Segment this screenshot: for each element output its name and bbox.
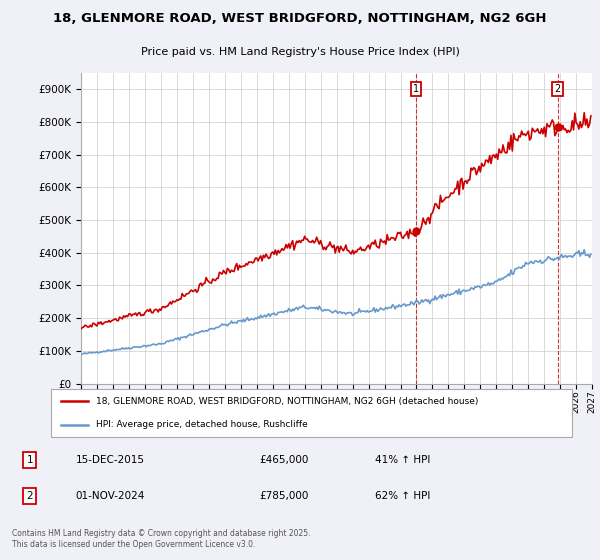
Text: Contains HM Land Registry data © Crown copyright and database right 2025.
This d: Contains HM Land Registry data © Crown c… — [12, 529, 311, 549]
Text: 01-NOV-2024: 01-NOV-2024 — [76, 491, 145, 501]
Text: 15-DEC-2015: 15-DEC-2015 — [76, 455, 145, 465]
FancyBboxPatch shape — [50, 389, 572, 437]
Text: 1: 1 — [26, 455, 33, 465]
Text: 62% ↑ HPI: 62% ↑ HPI — [375, 491, 430, 501]
Text: HPI: Average price, detached house, Rushcliffe: HPI: Average price, detached house, Rush… — [95, 420, 307, 429]
Text: £785,000: £785,000 — [260, 491, 309, 501]
Text: 2: 2 — [26, 491, 33, 501]
Text: 2: 2 — [554, 83, 561, 94]
Text: 18, GLENMORE ROAD, WEST BRIDGFORD, NOTTINGHAM, NG2 6GH: 18, GLENMORE ROAD, WEST BRIDGFORD, NOTTI… — [53, 12, 547, 25]
Text: 41% ↑ HPI: 41% ↑ HPI — [375, 455, 430, 465]
Text: Price paid vs. HM Land Registry's House Price Index (HPI): Price paid vs. HM Land Registry's House … — [140, 48, 460, 58]
Text: 1: 1 — [413, 83, 419, 94]
Text: 18, GLENMORE ROAD, WEST BRIDGFORD, NOTTINGHAM, NG2 6GH (detached house): 18, GLENMORE ROAD, WEST BRIDGFORD, NOTTI… — [95, 397, 478, 406]
Text: £465,000: £465,000 — [260, 455, 309, 465]
